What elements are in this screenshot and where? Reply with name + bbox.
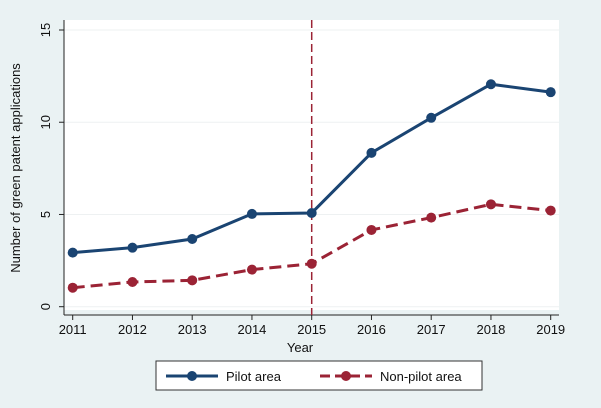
data-point [306,258,317,269]
data-point [127,242,138,253]
y-tick-label: 0 [38,303,53,310]
x-tick-label: 2019 [536,322,565,337]
y-tick-label: 10 [38,115,53,129]
x-tick-label: 2014 [237,322,266,337]
data-point [485,79,496,90]
x-axis-label: Year [287,340,314,355]
series-non-pilot [67,199,556,293]
y-axis-label: Number of green patent applications [8,63,23,273]
data-point [426,112,437,123]
data-point [187,234,198,245]
data-point [306,207,317,218]
x-tick-label: 2011 [59,322,87,337]
legend-marker [341,371,351,381]
data-point [67,247,78,258]
data-point [426,212,437,223]
y-tick-label: 15 [38,23,53,37]
x-tick-label: 2016 [357,322,386,337]
data-point [545,205,556,216]
x-tick-label: 2017 [417,322,446,337]
data-point [366,224,377,235]
data-point [246,264,257,275]
data-point [67,282,78,293]
data-point [187,275,198,286]
x-tick-label: 2013 [178,322,207,337]
y-tick-label: 5 [38,211,53,218]
legend-marker [187,371,197,381]
x-tick-label: 2018 [476,322,505,337]
series-pilot [67,79,556,258]
data-point [127,276,138,287]
data-point [485,199,496,210]
legend-label: Non-pilot area [380,369,462,384]
legend-label: Pilot area [226,369,282,384]
x-tick-label: 2015 [297,322,326,337]
x-tick-label: 2012 [118,322,147,337]
data-point [366,147,377,158]
legend: Pilot area Non-pilot area [155,360,483,391]
data-point [545,87,556,98]
data-point [246,208,257,219]
